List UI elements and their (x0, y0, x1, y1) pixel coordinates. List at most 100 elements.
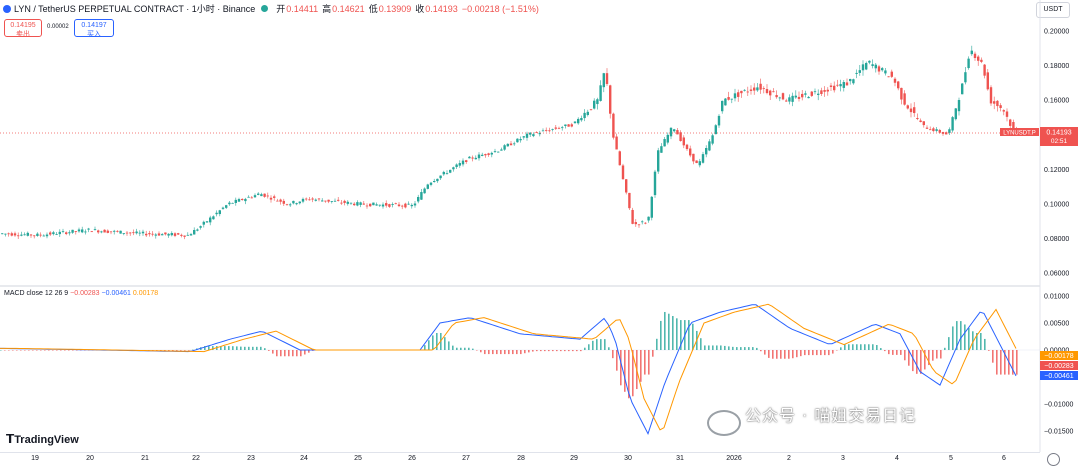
macd-histogram-bar (648, 350, 650, 375)
macd-histogram-bar (280, 350, 282, 357)
macd-legend[interactable]: MACD close 12 26 9 −0.00283 −0.00461 0.0… (4, 290, 158, 297)
macd-histogram-bar (884, 350, 886, 352)
macd-histogram-bar (768, 350, 770, 358)
candle-body (148, 233, 151, 235)
macd-histogram-bar (596, 339, 598, 350)
candle-body (874, 64, 877, 69)
candle-body (996, 100, 999, 107)
candle-body (285, 204, 289, 206)
candle-body (957, 99, 961, 112)
macd-histogram-bar (816, 350, 818, 356)
macd-histogram-bar (732, 346, 734, 350)
buy-button[interactable]: 0.14197 买入 (74, 19, 114, 38)
time-axis-label: 23 (247, 455, 255, 462)
macd-histogram-bar (504, 350, 506, 355)
macd-histogram-bar (944, 347, 946, 350)
macd-histogram-bar (592, 340, 594, 350)
close-value: 0.14193 (425, 4, 458, 14)
candle-body (324, 200, 327, 202)
tradingview-logo-text: TradingView (14, 434, 79, 446)
candle-body (177, 233, 180, 235)
macd-histogram-bar (292, 350, 294, 357)
macd-histogram-bar (68, 350, 70, 351)
macd-histogram-bar (248, 346, 250, 350)
macd-histogram-bar (64, 350, 66, 351)
macd-histogram-bar (488, 350, 490, 355)
macd-histogram-bar (600, 339, 602, 350)
candle-body (753, 87, 756, 91)
macd-histogram-bar (744, 347, 746, 350)
macd-histogram-bar (900, 350, 902, 355)
candle-body (529, 132, 532, 135)
candle-body (730, 98, 733, 100)
candle-body (900, 87, 903, 100)
candle-body (887, 76, 890, 78)
tradingview-logo[interactable]: 𝗧TradingView (6, 432, 79, 446)
candle-body (663, 139, 666, 147)
time-axis[interactable]: 19 20 21 22 23 24 25 26 27 28 29 30 31 2026 2 3 4 5 6 (0, 452, 1040, 466)
time-axis-label: 3 (841, 455, 845, 462)
macd-axis-label: −0.01500 (1044, 429, 1073, 436)
macd-axis-label: 0.01000 (1044, 294, 1069, 301)
macd-histogram-bar (520, 350, 522, 355)
time-axis-label: 5 (949, 455, 953, 462)
candle-body (314, 199, 317, 201)
macd-histogram-bar (304, 350, 306, 355)
currency-button[interactable]: USDT (1036, 2, 1070, 18)
candle-body (77, 229, 81, 232)
symbol-logo-icon (3, 5, 11, 13)
macd-histogram-bar (508, 350, 510, 355)
candle-body (935, 129, 938, 131)
open-value: 0.14411 (286, 4, 319, 14)
macd-histogram-bar (828, 350, 830, 356)
candle-body (970, 50, 973, 55)
sell-button[interactable]: 0.14195 卖出 (4, 19, 42, 38)
macd-histogram-bar (436, 332, 438, 350)
candle-body (276, 200, 279, 202)
time-axis-label: 24 (300, 455, 308, 462)
macd-histogram-bar (268, 350, 270, 351)
symbol-tag (1000, 128, 1039, 136)
macd-histogram-bar (860, 344, 862, 350)
macd-histogram-bar (496, 350, 498, 355)
candle-body (948, 129, 951, 133)
macd-histogram-bar (660, 320, 662, 350)
macd-histogram-bar (20, 350, 22, 351)
candle-body (228, 202, 231, 205)
candle-body (273, 196, 276, 198)
candle-body (989, 87, 993, 104)
candle-body (1002, 110, 1005, 112)
candle-body (260, 194, 263, 197)
time-axis-label: 30 (624, 455, 632, 462)
candle-body (762, 88, 765, 90)
candle-body (497, 151, 500, 153)
close-label: 收 (415, 4, 425, 14)
macd-histogram-bar (584, 347, 586, 350)
price-axis-label: 0.20000 (1044, 29, 1069, 36)
macd-histogram-bar (908, 350, 910, 366)
candle-body (135, 231, 138, 234)
candle-body (452, 167, 455, 170)
macd-histogram-bar (620, 350, 622, 386)
candle-body (839, 84, 842, 87)
candle-body (298, 201, 301, 204)
price-axis-label: 0.10000 (1044, 202, 1069, 209)
candle-body (202, 221, 205, 225)
macd-histogram-bar (168, 350, 170, 351)
macd-histogram-bar (720, 345, 722, 350)
candle-body (701, 154, 705, 163)
candle-body (925, 127, 929, 129)
candle-body (308, 199, 311, 201)
symbol-title[interactable]: LYN / TetherUS PERPETUAL CONTRACT · 1小时 … (14, 4, 256, 14)
candle-body (225, 205, 228, 208)
macd-histogram-bar (220, 346, 222, 350)
candle-body (618, 151, 621, 166)
macd-histogram-bar (56, 350, 58, 351)
macd-histogram-bar (936, 350, 938, 359)
settings-gear-icon[interactable] (1047, 453, 1060, 466)
macd-histogram-bar (716, 345, 718, 350)
macd-histogram-bar (232, 346, 234, 350)
candle-body (263, 193, 266, 197)
macd-histogram-bar (924, 350, 926, 370)
